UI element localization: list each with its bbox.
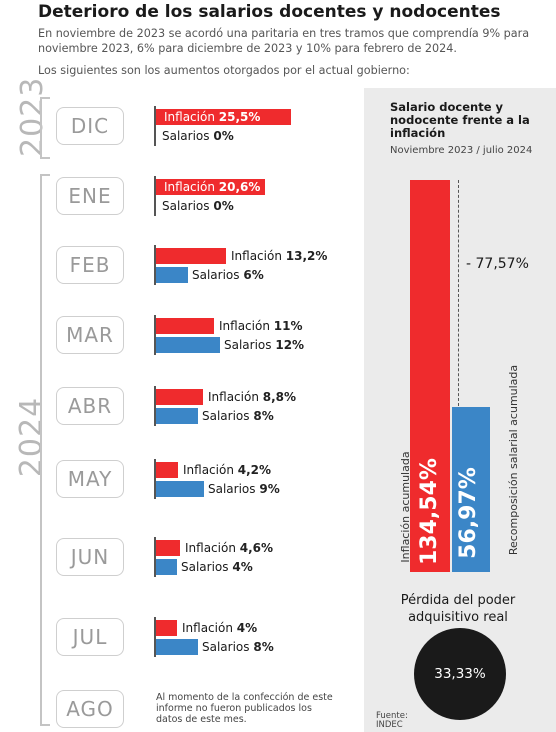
inflacion-bar-jun	[156, 540, 180, 556]
ago-note: Al momento de la confección de este info…	[156, 692, 333, 725]
inflacion-label-dic: Inflación 25,5%	[164, 110, 261, 124]
axis-line-dic	[154, 106, 156, 146]
difference-dashed-line	[458, 180, 459, 406]
inflacion-bar-abr	[156, 389, 203, 405]
lead-text: Los siguientes son los aumentos otorgado…	[38, 64, 410, 77]
inflacion-label-feb: Inflación 13,2%	[231, 249, 328, 263]
axis-line-feb	[154, 245, 156, 285]
year-2024-bracket	[40, 174, 50, 726]
inflacion-label-mar: Inflación 11%	[219, 319, 303, 333]
salarios-label-jul: Salarios 8%	[202, 640, 274, 654]
salarios-label-abr: Salarios 8%	[202, 409, 274, 423]
inflacion-bar-may	[156, 462, 178, 478]
summary-subtitle: Noviembre 2023 / julio 2024	[390, 145, 533, 156]
inflacion-bar-feb	[156, 248, 226, 264]
inflacion-label-jul: Inflación 4%	[182, 621, 258, 635]
inflacion-label-jun: Inflación 4,6%	[185, 541, 274, 555]
source-name: INDEC	[376, 720, 403, 730]
salarios-bar-mar	[156, 337, 220, 353]
salarios-bar-may	[156, 481, 204, 497]
recomposicion-value: 56,97%	[456, 467, 481, 559]
axis-line-abr	[154, 386, 156, 426]
year-2023-bracket	[40, 97, 50, 159]
inflacion-acumulada-bar	[410, 180, 450, 572]
inflacion-bar-dic	[156, 109, 291, 125]
salarios-label-mar: Salarios 12%	[224, 338, 305, 352]
axis-line-jun	[154, 537, 156, 577]
month-box-feb: FEB	[56, 246, 124, 284]
salarios-label-ene: Salarios 0%	[162, 199, 234, 213]
inflacion-bar-mar	[156, 318, 214, 334]
month-box-ene: ENE	[56, 177, 124, 215]
inflacion-label-may: Inflación 4,2%	[183, 463, 272, 477]
month-box-may: MAY	[56, 460, 124, 498]
recomposicion-salarial-bar	[452, 407, 490, 572]
recomposicion-caption: Recomposición salarial acumulada	[507, 364, 520, 556]
chart-title: Deterioro de los salarios docentes y nod…	[38, 2, 501, 22]
month-box-dic: DIC	[56, 107, 124, 145]
salarios-label-may: Salarios 9%	[208, 482, 280, 496]
month-box-jul: JUL	[56, 618, 124, 656]
month-box-mar: MAR	[56, 316, 124, 354]
loss-circle: 33,33%	[414, 628, 506, 720]
salarios-bar-jul	[156, 639, 198, 655]
axis-line-jul	[154, 617, 156, 657]
inflacion-acumulada-value: 134,54%	[417, 458, 442, 565]
axis-line-may	[154, 459, 156, 499]
intro-text: En noviembre de 2023 se acordó una parit…	[38, 27, 530, 55]
salarios-bar-abr	[156, 408, 198, 424]
month-box-ago: AGO	[56, 690, 124, 728]
source-note: Fuente: INDEC	[376, 712, 408, 730]
axis-line-ene	[154, 176, 156, 216]
inflacion-bar-ene	[156, 179, 265, 195]
salarios-bar-feb	[156, 267, 188, 283]
inflacion-label-abr: Inflación 8,8%	[208, 390, 297, 404]
loss-value: 33,33%	[434, 666, 486, 682]
inflacion-acumulada-caption: Inflación acumulada	[399, 451, 412, 563]
source-label: Fuente:	[376, 711, 408, 721]
inflacion-bar-jul	[156, 620, 177, 636]
summary-title: Salario docente y nodocente frente a la …	[390, 100, 530, 140]
salarios-label-feb: Salarios 6%	[192, 268, 264, 282]
inflacion-label-ene: Inflación 20,6%	[164, 180, 261, 194]
salarios-label-jun: Salarios 4%	[181, 560, 253, 574]
loss-title: Pérdida del poder adquisitivo real	[400, 593, 516, 625]
difference-label: - 77,57%	[466, 256, 529, 272]
month-box-abr: ABR	[56, 387, 124, 425]
axis-line-mar	[154, 315, 156, 355]
salarios-bar-jun	[156, 559, 177, 575]
salarios-label-dic: Salarios 0%	[162, 129, 234, 143]
month-box-jun: JUN	[56, 538, 124, 576]
